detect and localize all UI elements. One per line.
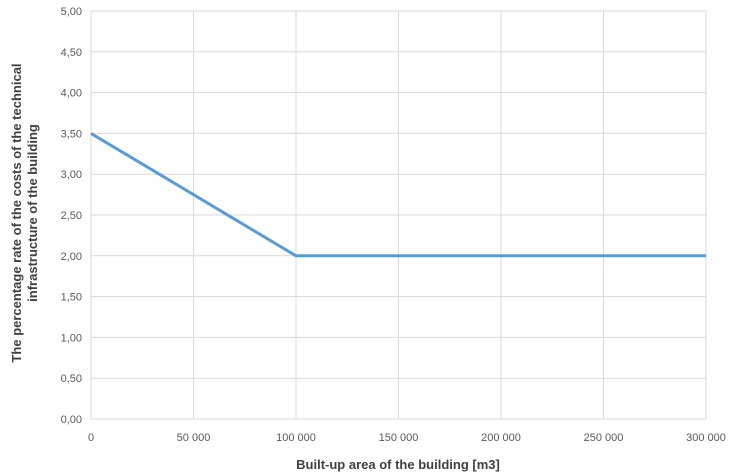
- y-tick-label: 2,50: [61, 210, 82, 222]
- y-tick-label: 0,00: [61, 414, 82, 426]
- y-axis-title: The percentage rate of the costs of the …: [9, 63, 40, 362]
- grid: [91, 11, 706, 419]
- y-axis-title-line-1: The percentage rate of the costs of the …: [9, 63, 24, 362]
- x-tick-label: 50 000: [177, 432, 211, 444]
- y-tick-label: 3,50: [61, 128, 82, 140]
- x-axis-title: Built-up area of the building [m3]: [296, 457, 500, 472]
- y-tick-label: 2,00: [61, 251, 82, 263]
- x-tick-label: 100 000: [276, 432, 316, 444]
- y-tick-label: 4,00: [61, 88, 82, 100]
- y-tick-label: 5,00: [61, 6, 82, 18]
- x-axis-ticks: 0 50 000 100 000 150 000 200 000 250 000 300 0…: [88, 432, 726, 444]
- x-tick-label: 200 000: [481, 432, 521, 444]
- y-tick-label: 1,00: [61, 332, 82, 344]
- y-axis-ticks: 0,00 0,50 1,00 1,50 2,00 2,50 3,00 3,50 4,00 4,50…: [61, 6, 82, 426]
- x-tick-label: 150 000: [379, 432, 419, 444]
- y-tick-label: 0,50: [61, 373, 82, 385]
- y-tick-label: 3,00: [61, 169, 82, 181]
- x-tick-label: 250 000: [584, 432, 624, 444]
- y-tick-label: 4,50: [61, 47, 82, 59]
- x-tick-label: 0: [88, 432, 94, 444]
- x-tick-label: 300 000: [686, 432, 726, 444]
- y-tick-label: 1,50: [61, 292, 82, 304]
- y-axis-title-line-2: infrastructure of the building: [25, 124, 40, 302]
